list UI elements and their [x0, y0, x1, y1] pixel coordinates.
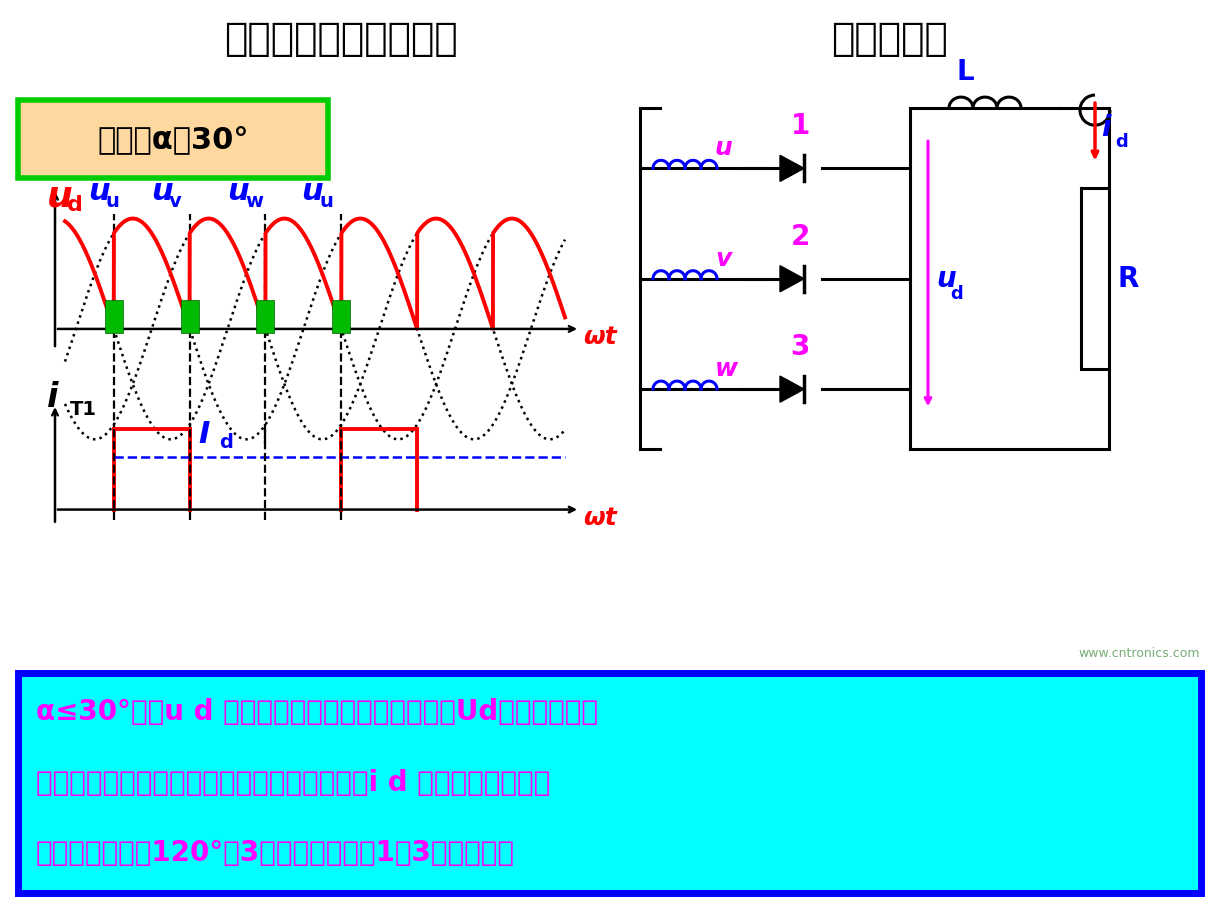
Text: u: u: [48, 180, 73, 214]
Text: 电感性负载: 电感性负载: [831, 20, 948, 58]
Text: 晶闸管导通角为120°，3个晶闸管各负担1／3的负载电流: 晶闸管导通角为120°，3个晶闸管各负担1／3的负载电流: [37, 839, 516, 867]
Text: d: d: [67, 195, 83, 215]
Bar: [333, 300, 350, 333]
Text: i: i: [1101, 114, 1111, 142]
Text: 三相半波可控整流电路: 三相半波可控整流电路: [224, 20, 458, 58]
Text: d: d: [1115, 133, 1128, 151]
Text: R: R: [1117, 264, 1139, 293]
Text: v: v: [169, 192, 182, 210]
Text: www.cntronics.com: www.cntronics.com: [1079, 647, 1199, 660]
Text: u: u: [301, 177, 323, 207]
Text: v: v: [716, 247, 731, 271]
Text: 1: 1: [790, 112, 809, 140]
Text: L: L: [956, 58, 974, 86]
Text: u: u: [151, 177, 173, 207]
Text: ωt: ωt: [583, 506, 617, 530]
Text: 3: 3: [790, 333, 809, 361]
Text: u: u: [227, 177, 249, 207]
Bar: [105, 300, 123, 333]
Bar: [1081, 188, 1109, 369]
FancyBboxPatch shape: [18, 673, 1201, 892]
Text: d: d: [218, 433, 233, 453]
Text: u: u: [319, 192, 333, 210]
Text: T1: T1: [69, 400, 98, 420]
Text: 2: 2: [790, 223, 809, 251]
Bar: [256, 300, 274, 333]
Bar: [180, 300, 199, 333]
Text: u: u: [106, 192, 119, 210]
Text: d: d: [950, 285, 963, 303]
Text: i: i: [48, 381, 59, 414]
FancyBboxPatch shape: [18, 100, 328, 178]
Text: u: u: [716, 137, 733, 161]
Polygon shape: [780, 376, 805, 402]
Text: ωt: ωt: [583, 325, 617, 349]
Text: u: u: [88, 177, 110, 207]
Text: I: I: [199, 420, 210, 449]
Text: w: w: [245, 192, 263, 210]
Polygon shape: [780, 155, 805, 182]
Text: u: u: [936, 264, 956, 293]
Text: 阻性负载一样；当电感足够大时，可近似认为i d 波形为平直波形，: 阻性负载一样；当电感足够大时，可近似认为i d 波形为平直波形，: [37, 768, 550, 797]
Text: 控制角α＝30°: 控制角α＝30°: [98, 125, 249, 153]
Text: α≤30°时，u d 波形与纯电阻性负载波形一样，Ud计算式和纯电: α≤30°时，u d 波形与纯电阻性负载波形一样，Ud计算式和纯电: [37, 699, 599, 726]
Text: w: w: [716, 357, 739, 381]
Polygon shape: [780, 265, 805, 292]
